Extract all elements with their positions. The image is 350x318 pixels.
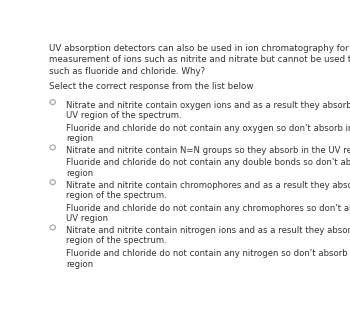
Text: Nitrate and nitrite contain oxygen ions and as a result they absorb in the: Nitrate and nitrite contain oxygen ions …: [66, 100, 350, 110]
Text: such as fluoride and chloride. Why?: such as fluoride and chloride. Why?: [49, 66, 205, 76]
Text: region of the spectrum.: region of the spectrum.: [66, 191, 167, 200]
Text: region: region: [66, 169, 93, 178]
Text: Fluoride and chloride do not contain any oxygen so don't absorb in the UV: Fluoride and chloride do not contain any…: [66, 124, 350, 133]
Text: UV region: UV region: [66, 214, 108, 223]
Circle shape: [50, 225, 55, 230]
Text: Nitrate and nitrite contain nitrogen ions and as a result they absorb in the UV: Nitrate and nitrite contain nitrogen ion…: [66, 226, 350, 235]
Text: Nitrate and nitrite contain chromophores and as a result they absorb in the UV: Nitrate and nitrite contain chromophores…: [66, 181, 350, 190]
Text: region of the spectrum.: region of the spectrum.: [66, 237, 167, 245]
Text: Fluoride and chloride do not contain any chromophores so don't absorb in the: Fluoride and chloride do not contain any…: [66, 204, 350, 213]
Text: Fluoride and chloride do not contain any nitrogen so don't absorb in the UV: Fluoride and chloride do not contain any…: [66, 249, 350, 258]
Text: Select the correct response from the list below: Select the correct response from the lis…: [49, 82, 253, 91]
Text: region: region: [66, 134, 93, 143]
Text: UV region of the spectrum.: UV region of the spectrum.: [66, 111, 182, 120]
Text: Nitrate and nitrite contain N=N groups so they absorb in the UV region: Nitrate and nitrite contain N=N groups s…: [66, 146, 350, 155]
Text: measurement of ions such as nitrite and nitrate but cannot be used to detect ion: measurement of ions such as nitrite and …: [49, 55, 350, 65]
Text: Fluoride and chloride do not contain any double bonds so don't absorb in the UV: Fluoride and chloride do not contain any…: [66, 158, 350, 167]
Text: region: region: [66, 259, 93, 268]
Circle shape: [50, 145, 55, 150]
Text: UV absorption detectors can also be used in ion chromatography for the: UV absorption detectors can also be used…: [49, 44, 350, 53]
Circle shape: [50, 180, 55, 184]
Circle shape: [50, 100, 55, 105]
